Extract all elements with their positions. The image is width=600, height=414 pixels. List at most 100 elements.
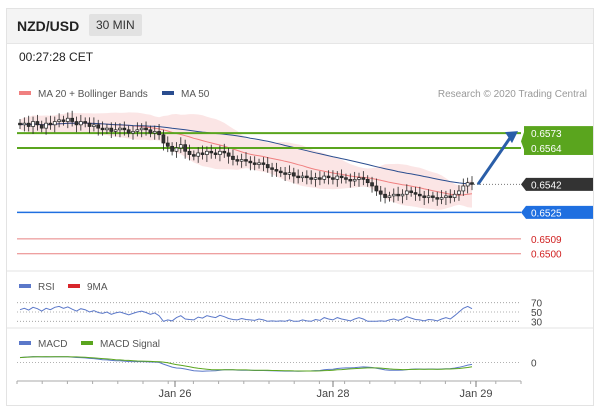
price-panel: 0.6573 0.6564 0.6542 0.6525 0.6509 0.6500 [17,110,593,261]
candle [122,121,127,136]
candle [444,190,448,205]
candle-body [457,190,461,195]
candle-body [205,150,209,155]
candle-body [417,193,422,197]
candle-body [87,122,92,127]
candle [270,162,274,177]
candle [209,144,214,159]
candle-body [318,177,322,180]
candle-body [196,152,201,157]
candle [452,190,457,202]
candle-body [131,131,135,134]
macd-line [19,356,473,372]
x-tick-label: Jan 28 [316,388,349,400]
candle [78,114,83,131]
rsi-legend-swatch [19,284,31,288]
candle-body [39,124,44,129]
candle-body [170,145,174,152]
candle [139,123,144,138]
candle-body [335,175,340,180]
candle [131,125,135,140]
candle-body [365,179,370,184]
candle [387,191,392,202]
candle-body [118,127,122,131]
candle [92,117,96,132]
candle-body [74,121,79,126]
credit-text: Research © 2020 Trading Central [438,89,587,100]
ma50-line [19,122,473,185]
resistance-tag-pointer [521,126,526,155]
candle-body [261,162,266,165]
candle [152,125,157,140]
candle-body [244,159,248,162]
candle-body [278,170,283,174]
ma20-legend-swatch [19,91,31,95]
candle [109,122,114,139]
pivot-tag [521,205,593,219]
candle [426,189,431,204]
candle-body [422,195,427,198]
candle-body [174,147,179,152]
pivot-level-label: 0.6525 [531,208,562,219]
candle [205,146,209,163]
candle [396,186,400,201]
candle-body [444,195,448,198]
candle [457,185,461,201]
candle [170,142,174,156]
macd-legend-label: MACD [38,339,67,350]
candle-body [126,129,131,134]
candle [244,152,248,167]
candle-body [148,129,153,134]
candle-body [187,150,192,155]
rsi-tick-label: 70 [531,299,543,310]
candle-body [252,162,257,165]
support-level-label: 0.6509 [531,235,562,246]
candle-body [413,192,418,195]
candle-body [348,179,353,182]
candle-body [100,127,105,131]
candle-body [161,134,166,144]
candle [183,139,188,159]
candle-body [304,175,309,179]
candle [87,117,92,134]
candle-body [339,175,344,179]
candle [178,137,183,153]
interval-badge[interactable]: 30 MIN [89,14,142,36]
macd-signal-legend-swatch [81,341,93,345]
candle [400,189,405,204]
candle-body [31,121,35,127]
candle [261,157,266,172]
candle [26,115,31,132]
candle [196,147,201,163]
candle-body [200,152,205,155]
candle [300,171,305,182]
candle [417,186,422,201]
candle-body [331,177,335,180]
candle [448,189,453,204]
candle [165,136,170,153]
candle [44,117,48,135]
candle-body [109,127,114,132]
candle [344,173,348,184]
candle-body [470,182,474,185]
candle-body [26,122,31,127]
candle [313,172,318,187]
candle [348,173,353,188]
candle [252,156,257,171]
candle-body [239,159,244,162]
candle [370,176,374,193]
candle-body [309,177,314,180]
candle-body [61,119,66,122]
candle [465,177,470,194]
chart-header: NZD/USD 30 MIN [7,9,593,44]
rsi-line [19,305,473,322]
candle [52,116,57,133]
candle [39,120,44,133]
candle-body [378,190,383,195]
candle [248,156,253,171]
candle-body [322,175,327,180]
candle [126,125,131,138]
candle [22,117,27,132]
candle [461,178,466,196]
